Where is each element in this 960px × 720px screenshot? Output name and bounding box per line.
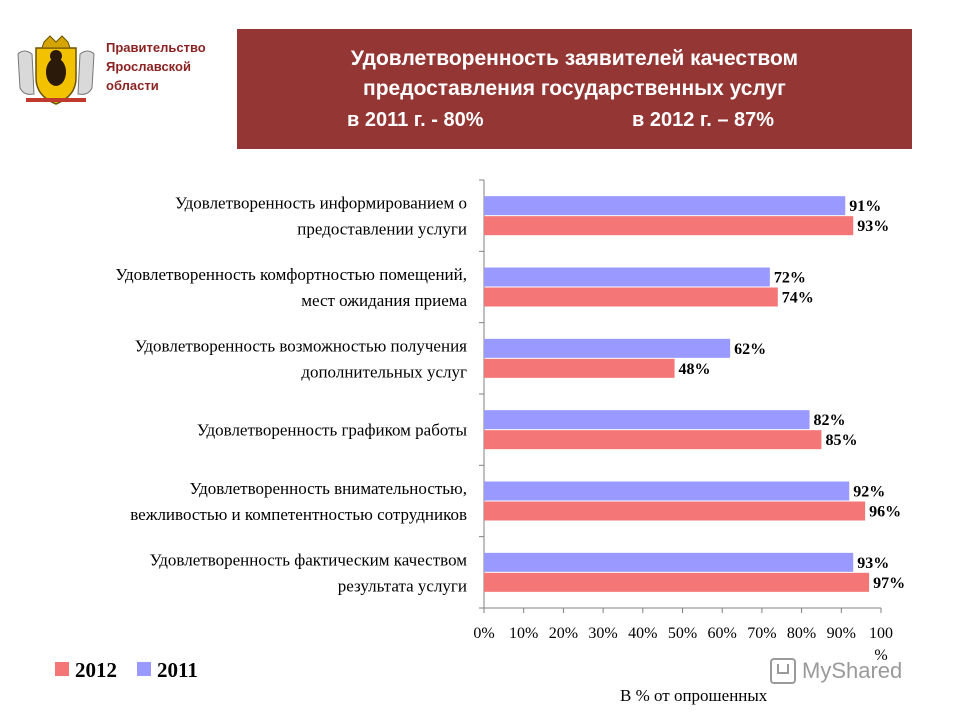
category-label: Удовлетворенность внимательностью, [190,479,468,498]
bar-2012 [484,287,778,307]
x-tick-label: 30% [588,625,617,642]
legend-label-2011: 2011 [157,658,198,682]
data-label-2011: 93% [857,555,889,572]
stat-2011: в 2011 г. - 80% [347,109,484,131]
category-label: вежливостью и компетентностью сотруднико… [130,505,467,524]
category-label: дополнительных услуг [301,362,467,381]
x-tick-label: 40% [628,625,657,642]
x-tick-label: 60% [708,625,737,642]
data-label-2012: 48% [679,361,711,378]
data-label-2012: 85% [825,432,857,449]
data-label-2012: 93% [857,218,889,235]
org-line-2: Ярославской [106,59,191,74]
category-label: Удовлетворенность фактическим качеством [150,550,468,569]
x-tick-label: 0% [473,625,494,642]
data-label-2011: 82% [814,412,846,429]
myshared-logo-icon [770,658,796,684]
category-label: Удовлетворенность графиком работы [197,421,468,440]
legend-swatch-2011 [137,662,151,676]
x-tick-label: 20% [549,625,578,642]
title-line-1: Удовлетворенность заявителей качеством [350,47,799,70]
x-tick-label: 10% [509,625,538,642]
bar-2011 [484,267,770,287]
bar-2012 [484,358,675,378]
bar-2012 [484,572,870,592]
data-label-2011: 92% [853,484,885,501]
org-line-3: области [106,78,159,93]
title-banner: Удовлетворенность заявителей качеством п… [237,29,912,149]
x-tick-label: 70% [747,625,776,642]
x-axis-title: В % от опрошенных [620,686,768,705]
organization-name: Правительство Ярославской области [106,38,236,95]
category-label: Удовлетворенность информированием о [175,194,467,213]
coat-of-arms-icon [17,35,95,105]
legend-swatch-2012 [55,662,69,676]
bar-2011 [484,552,854,572]
x-tick-label: 100 [869,625,893,642]
title-line-2: предоставления государственных услуг [363,77,786,100]
bar-2012 [484,430,822,450]
bar-2011 [484,338,731,358]
bar-2012 [484,216,854,236]
bar-2011 [484,410,810,430]
category-label: мест ожидания приема [301,291,467,310]
data-label-2011: 72% [774,270,806,287]
x-tick-label: % [874,647,887,664]
legend-item-2011: 2011 [137,658,198,683]
watermark: MyShared [770,658,902,684]
data-label-2012: 96% [869,504,901,521]
bar-2012 [484,501,866,521]
watermark-text: MyShared [802,658,903,683]
data-label-2012: 97% [873,575,905,592]
category-label: результата услуги [338,576,467,595]
bar-2011 [484,196,846,216]
data-label-2011: 62% [734,341,766,358]
x-tick-label: 90% [827,625,856,642]
x-tick-label: 80% [787,625,816,642]
data-label-2011: 91% [849,198,881,215]
bar-2011 [484,481,850,501]
category-label: Удовлетворенность возможностью получения [135,336,467,355]
legend-label-2012: 2012 [75,658,117,682]
stat-2012: в 2012 г. – 87% [632,109,775,131]
data-label-2012: 74% [782,290,814,307]
legend-item-2012: 2012 [55,658,117,683]
x-tick-label: 50% [668,625,697,642]
category-label: Удовлетворенность комфортностью помещени… [115,265,467,284]
org-line-1: Правительство [106,40,206,55]
category-label: предоставлении услуги [297,220,467,239]
